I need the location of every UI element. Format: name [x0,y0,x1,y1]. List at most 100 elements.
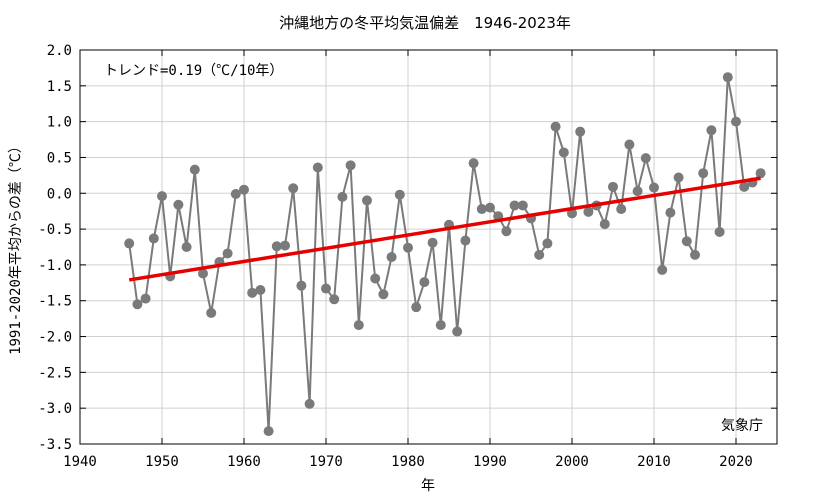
data-point [550,121,561,132]
data-point [690,249,700,260]
data-point [649,182,659,193]
data-point [435,320,446,331]
data-point [583,206,594,217]
y-tick-label: 1.0 [47,115,72,131]
data-point [288,183,299,194]
data-point [460,235,471,246]
x-tick-label: 1960 [227,454,261,470]
data-point [271,241,282,252]
data-point [698,168,709,179]
data-point [501,226,512,237]
y-tick-label: -2.5 [38,365,72,381]
data-point [198,268,208,279]
data-point [189,164,200,175]
y-tick-label: -3.0 [38,401,72,417]
data-point [280,240,290,251]
data-point [329,294,340,305]
data-point [157,191,167,202]
data-point [173,199,184,210]
y-tick-label: 0.0 [47,186,72,202]
data-point [419,277,430,288]
data-point [362,195,372,206]
data-point [599,219,610,230]
trend-line [128,176,761,282]
chart-title: 沖縄地方の冬平均気温偏差 1946-2023年 [279,14,571,32]
data-point [247,287,258,298]
trend-layer [128,176,761,282]
y-tick-label: 2.0 [47,43,72,59]
data-point [304,398,315,409]
data-point [124,238,135,249]
data-point [665,207,676,218]
data-point [337,191,348,202]
x-tick-label: 1990 [473,454,507,470]
data-point [657,264,668,275]
x-tick-label: 1970 [309,454,343,470]
data-point [403,242,413,253]
x-tick-label: 1940 [63,454,97,470]
data-point [616,204,627,215]
data-point [517,200,528,211]
trend-label: トレンド=0.19（℃/10年） [104,63,283,79]
series-layer [124,72,766,437]
data-point [476,204,487,215]
x-tick-label: 2010 [637,454,671,470]
data-point [755,168,766,179]
y-tick-label: -2.0 [38,330,72,346]
data-point [370,273,381,284]
series-line [128,77,762,432]
data-point [206,307,217,318]
data-point [452,326,463,337]
data-point [731,116,741,127]
plot-frame [79,49,778,445]
data-point [386,252,397,263]
data-point [722,72,733,83]
data-point [632,186,643,197]
data-point [132,299,143,310]
y-axis-label: 1991-2020年平均からの差（℃） [8,139,24,355]
data-point [181,242,192,252]
data-point [558,147,569,158]
data-point [485,202,495,213]
data-point [427,237,438,248]
data-point [222,248,233,259]
x-tick-label: 2020 [719,454,753,470]
y-tick-label: 1.5 [47,79,72,95]
y-tick-label: -3.5 [38,437,72,453]
y-tick-label: -0.5 [38,222,72,238]
data-point [321,283,331,294]
x-axis-label: 年 [421,478,435,494]
data-point [312,162,323,173]
data-point [640,153,651,164]
data-point [230,188,241,199]
x-tick-label: 1950 [145,454,179,470]
x-tick-label: 2000 [555,454,589,470]
y-tick-label: -1.5 [38,294,72,310]
data-point [542,238,553,249]
x-axis-ticks: 1940 1950 1960 1970 1980 1990 2000 2010 2020 [63,50,753,470]
source-label: 気象庁 [721,418,763,434]
data-point [394,189,405,200]
y-axis-ticks: 2.0 1.5 1.0 0.5 0.0 -0.5 -1.0 -1.5 -2.0 -2.5 -3.0 -… [38,43,777,453]
data-point [739,181,750,192]
data-point [353,320,364,331]
data-point [575,126,586,137]
data-point [263,426,274,437]
data-point [608,181,618,192]
data-point [714,226,725,237]
data-point [239,184,249,195]
data-point [255,284,266,295]
y-tick-label: -1.0 [38,258,72,274]
data-point [567,208,577,219]
data-point [673,172,684,183]
x-tick-label: 1980 [391,454,425,470]
data-point [624,139,635,150]
data-point [148,233,159,244]
data-point [509,200,520,211]
data-point [140,293,151,304]
data-point [681,236,692,247]
data-point [706,125,717,136]
data-point [378,289,389,300]
data-point [345,160,356,171]
